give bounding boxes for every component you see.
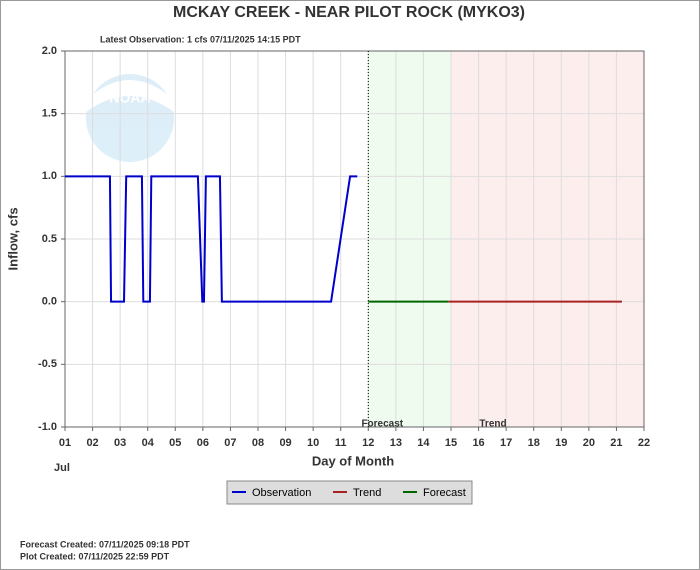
legend-entry: Trend (353, 487, 381, 499)
logo-text: NOAA (109, 90, 150, 106)
legend-box (226, 480, 473, 505)
x-tick-label: 12 (362, 437, 374, 449)
x-tick-label: 05 (169, 437, 181, 449)
x-tick-label: 15 (445, 437, 457, 449)
x-tick-label: 03 (114, 437, 126, 449)
x-tick-label: 20 (583, 437, 595, 449)
logo-circle (86, 74, 174, 162)
logo: NOAA (86, 74, 174, 162)
x-tick-label: 19 (555, 437, 567, 449)
legend-entry: Forecast (423, 487, 466, 499)
y-tick-label: -0.5 (38, 358, 57, 370)
region-label: Trend (479, 419, 506, 430)
x-axis-label: Day of Month (312, 453, 394, 468)
region-label: Forecast (361, 419, 403, 430)
y-tick-label: 0.5 (42, 233, 57, 245)
x-tick-label: 08 (252, 437, 264, 449)
x-tick-label: 04 (142, 437, 155, 449)
x-tick-label: 22 (638, 437, 650, 449)
x-sublabel: Jul (54, 462, 70, 474)
x-tick-label: 02 (86, 437, 98, 449)
x-tick-label: 13 (390, 437, 402, 449)
x-tick-label: 14 (417, 437, 430, 449)
logo-swoosh (86, 80, 174, 112)
chart-title: MCKAY CREEK - NEAR PILOT ROCK (MYKO3) (173, 4, 525, 21)
subtitle: Latest Observation: 1 cfs 07/11/2025 14:… (100, 34, 301, 44)
x-tick-label: 10 (307, 437, 319, 449)
x-tick-label: 01 (59, 437, 71, 449)
x-tick-label: 17 (500, 437, 512, 449)
y-tick-label: -1.0 (38, 421, 57, 433)
x-tick-label: 18 (528, 437, 540, 449)
y-axis-label: Inflow, cfs (5, 207, 20, 270)
legend-entry: Observation (252, 487, 311, 499)
y-tick-label: 2.0 (42, 45, 57, 57)
footer-text: Plot Created: 07/11/2025 22:59 PDT (20, 551, 170, 561)
series-line (65, 175, 358, 303)
y-tick-label: 1.5 (42, 108, 57, 120)
x-tick-label: 11 (335, 437, 347, 449)
x-tick-label: 21 (610, 437, 622, 449)
x-tick-label: 06 (197, 437, 209, 449)
x-tick-label: 07 (224, 437, 236, 449)
y-tick-label: 0.0 (42, 296, 57, 308)
y-tick-label: 1.0 (42, 170, 57, 182)
footer-text: Forecast Created: 07/11/2025 09:18 PDT (20, 539, 190, 549)
plot-border (64, 50, 645, 428)
x-tick-label: 09 (279, 437, 291, 449)
x-tick-label: 16 (472, 437, 484, 449)
